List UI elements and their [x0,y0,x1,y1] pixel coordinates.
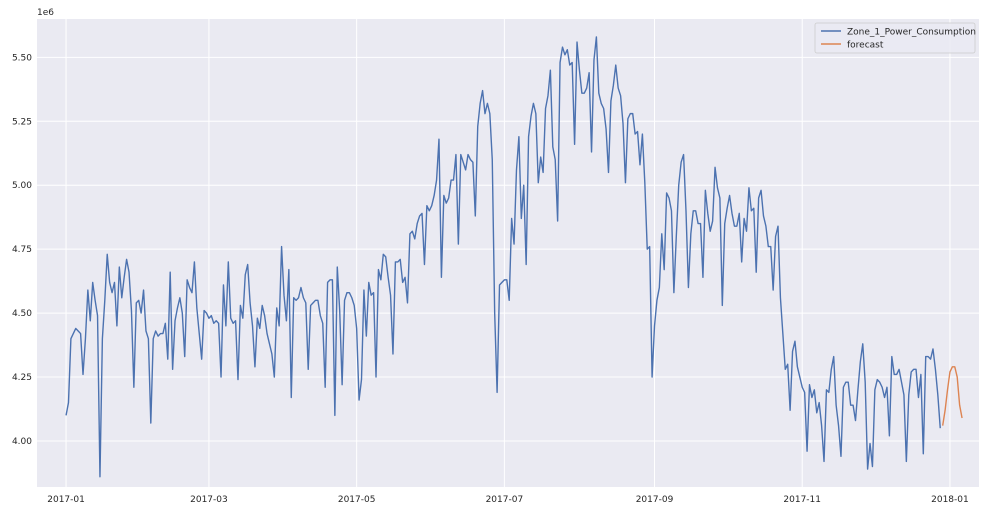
y-tick-label: 5.25 [12,117,32,127]
y-tick-label: 4.50 [12,309,32,319]
tick-labels: 4.00 4.25 4.50 4.75 5.00 5.25 5.50 2017-01 2017-… [12,53,969,505]
series-group [65,36,963,478]
legend-box [814,22,976,54]
x-tick-label: 2017-07 [486,495,524,505]
y-tick-label: 5.50 [12,53,32,63]
plot-background [37,19,979,487]
x-tick-label: 2017-11 [783,495,821,505]
legend-label-zone-1: Zone_1_Power_Consumption [847,28,976,38]
x-tick-label: 2017-05 [338,495,376,505]
y-tick-label: 4.75 [12,245,32,255]
y-tick-label: 5.00 [12,181,32,191]
y-tick-label: 4.25 [12,373,32,383]
legend-label-forecast: forecast [847,41,884,51]
y-scale-label: 1e6 [37,8,54,18]
y-tick-label: 4.00 [12,437,32,447]
series-line-forecast [941,366,963,426]
grid [37,19,979,487]
x-tick-label: 2017-01 [47,495,85,505]
x-tick-label: 2018-01 [931,495,969,505]
x-tick-label: 2017-09 [636,495,674,505]
series-line-zone-1-power-consumption [65,36,941,478]
legend: Zone_1_Power_Consumption forecast [814,22,976,54]
x-tick-label: 2017-03 [190,495,228,505]
